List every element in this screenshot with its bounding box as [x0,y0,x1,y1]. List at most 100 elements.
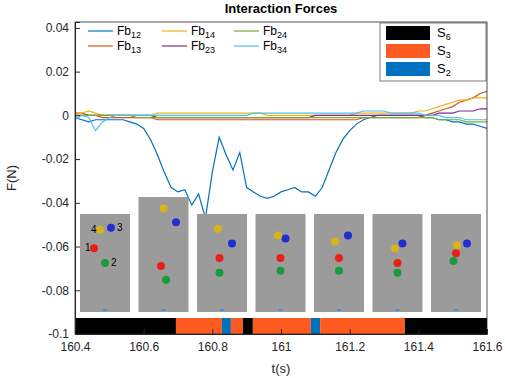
y-axis-title: F(N) [4,165,19,191]
tick-mark [75,247,80,248]
label-main: Fb [191,24,205,38]
inset-ball [107,224,115,232]
state-segment [75,318,176,334]
plot-frame [75,22,487,334]
inset-ball [90,244,98,252]
series-line [75,115,487,218]
chart: 1234160.4160.6160.8161161.2161.4161.6-0.… [0,0,505,378]
state-segment [231,318,243,334]
legend-item: Fb14 [162,24,215,40]
label-subscript: 14 [205,30,215,40]
state-legend: S6S3S2 [380,23,486,81]
legend-swatch [162,30,187,31]
inset-ball [216,269,224,277]
label-subscript: 34 [277,45,287,55]
tick-mark [75,72,80,73]
tick-label: 161.2 [335,340,365,354]
label-subscript: 12 [131,30,141,40]
state-legend-swatch [386,62,430,76]
tick-label: -0.1 [48,327,69,341]
inset-marker [337,309,341,311]
ball-label: 1 [85,242,91,253]
label-subscript: 13 [131,45,141,55]
legend-item: Fb13 [88,39,141,55]
inset-ball [214,225,222,233]
tick-label: 0 [62,109,69,123]
inset-ball [172,218,180,226]
tick: -0.02 [42,152,80,166]
tick-label: 160.8 [198,340,228,354]
label-main: S [437,61,446,76]
ball-label: 3 [117,222,123,233]
inset-frame [80,214,130,312]
legend-label: Fb24 [263,24,287,40]
inset-frame [314,214,364,312]
label-main: S [437,25,446,40]
tick: -0.04 [42,196,80,210]
tick-mark [418,329,419,334]
tick-mark [75,203,80,204]
tick-label: 161 [271,340,291,354]
state-segment [405,318,487,334]
legend-item: Fb34 [234,39,287,55]
tick-mark [144,329,145,334]
legend-swatch [88,30,113,31]
tick-label: -0.08 [42,284,70,298]
legend-swatch [234,30,259,31]
tick: 0.04 [46,21,80,35]
inset-ball [160,205,168,213]
inset-frame [431,214,481,312]
legend-label: Fb34 [263,39,287,55]
inset-frame [139,197,189,312]
state-legend-item: S6 [386,25,451,42]
inset-ball [450,257,458,265]
tick: -0.06 [42,240,80,254]
inset-ball [399,239,407,247]
inset-ball [463,239,471,247]
state-segment [176,318,222,334]
inset-ball [452,249,460,257]
tick: 160.6 [129,329,159,354]
state-legend-item: S3 [386,43,451,60]
legend-label: Fb12 [117,24,141,40]
inset-ball [453,241,461,249]
tick-label: 161.6 [472,340,502,354]
axis-line [76,23,81,335]
legend-item: Fb23 [162,39,215,55]
axis-line [76,329,488,335]
state-segment [320,318,405,334]
tick: 161.6 [472,329,502,354]
inset-marker [454,309,458,311]
state-segment [243,318,253,334]
insets: 1234 [80,197,481,312]
series-line [75,111,487,131]
tick-mark [350,329,351,334]
inset-ball [277,254,285,262]
state-legend-label: S3 [437,43,451,60]
legend-swatch [162,45,187,46]
chart-title: Interaction Forces [225,1,338,16]
tick-label: -0.04 [42,196,70,210]
tick-label: 0.02 [46,65,70,79]
tick-label: 160.6 [129,340,159,354]
inset-ball [101,259,109,267]
tick-label: 0.04 [46,21,70,35]
label-subscript: 2 [446,68,451,78]
inset-frame [373,214,423,312]
tick-mark [75,159,80,160]
legend-label: Fb23 [191,39,215,55]
label-subscript: 24 [277,30,287,40]
inset-ball [394,269,402,277]
label-main: S [437,43,446,58]
tick: 161 [271,329,291,354]
tick-label: -0.06 [42,240,70,254]
inset-ball [274,232,282,240]
label-main: Fb [263,39,277,53]
tick-mark [487,329,488,334]
tick: -0.1 [48,327,80,341]
legend-item: Fb24 [234,24,287,40]
tick: 161.4 [404,329,434,354]
label-main: Fb [117,24,131,38]
plot-area [75,91,487,334]
tick: -0.08 [42,284,80,298]
